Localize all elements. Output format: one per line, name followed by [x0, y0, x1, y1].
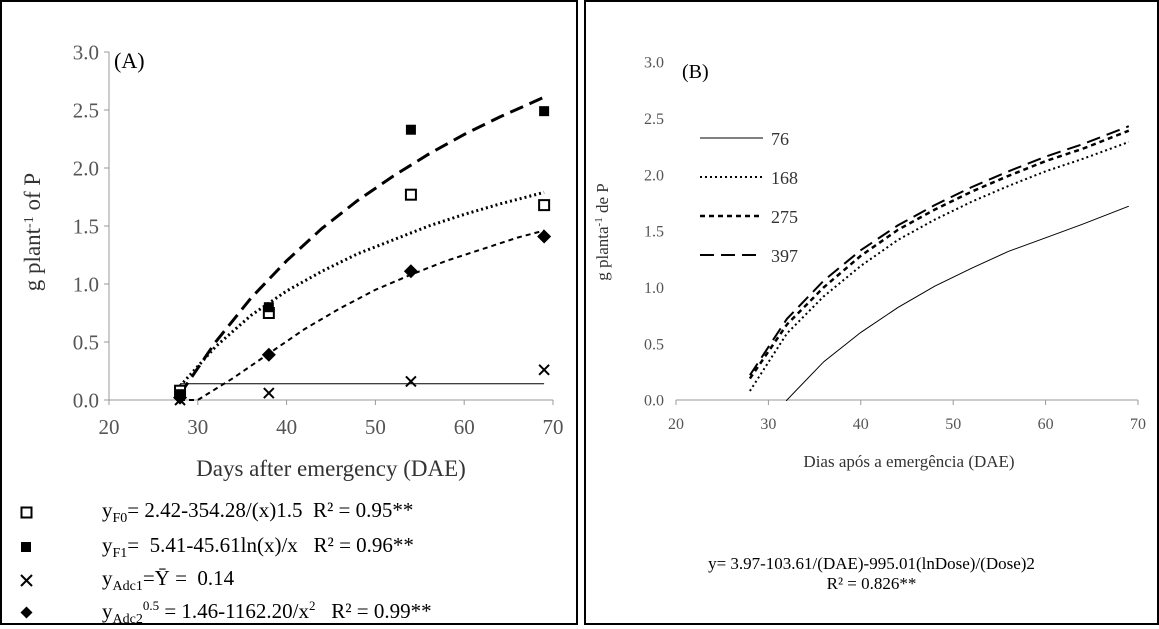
legend-label-397: 397	[771, 246, 798, 266]
panel-a: (A) Days after emergency (DAE) g plant-1…	[0, 0, 578, 627]
b-x-tick-label: 40	[853, 416, 869, 433]
filled-square-icon	[20, 541, 50, 555]
panel-label-b: (B)	[682, 61, 709, 83]
fit-line-yf0	[178, 190, 545, 388]
a-y-tick-label: 2.0	[73, 156, 99, 180]
x-axis-label-b: Dias após a emergência (DAE)	[803, 452, 1014, 471]
a-y-tick-label: 0.0	[73, 388, 99, 412]
b-x-tick-label: 30	[760, 416, 776, 433]
legend-row-yf1: yF1= 5.41-45.61ln(x)/x R² = 0.96**	[20, 533, 414, 562]
filled-diamond-icon	[20, 606, 50, 620]
point-yadc2	[537, 229, 552, 244]
point-yf0	[404, 188, 417, 201]
point-yadc2	[173, 390, 188, 405]
curve-dose-168	[749, 141, 1130, 392]
open-square-icon	[20, 506, 50, 520]
b-x-tick-label: 50	[945, 416, 961, 433]
b-y-tick-label: 2.5	[644, 111, 664, 128]
fit-line-yf1	[178, 95, 545, 396]
point-yf1	[263, 302, 274, 313]
curve-dose-397	[749, 125, 1130, 376]
equation-b: y= 3.97-103.61/(DAE)-995.01(lnDose)/(Dos…	[708, 554, 1035, 573]
b-x-tick-label: 20	[668, 416, 684, 433]
x-axis-label-a: Days after emergency (DAE)	[196, 456, 466, 481]
legend-row-yadc1: yAdc1=Ȳ = 0.14	[20, 566, 234, 595]
point-yadc2	[403, 264, 418, 279]
point-yf1	[405, 124, 416, 135]
a-y-tick-label: 2.5	[73, 98, 99, 122]
panel-b: (B) Dias após a emergência (DAE) g plant…	[584, 0, 1159, 625]
a-x-tick-label: 70	[543, 415, 564, 439]
a-x-tick-label: 30	[187, 415, 208, 439]
panel-label-a: (A)	[114, 48, 145, 73]
point-yf0	[538, 199, 551, 212]
point-yf1	[539, 106, 550, 117]
legend-row-yf0: yF0= 2.42-354.28/(x)1.5 R² = 0.95**	[20, 498, 413, 527]
point-yadc1	[263, 387, 275, 399]
curve-dose-76	[785, 205, 1129, 401]
b-y-tick-label: 2.0	[644, 167, 664, 184]
legend-b: 76 168 275 397	[700, 129, 798, 266]
a-x-tick-label: 20	[99, 415, 120, 439]
b-x-tick-label: 60	[1038, 416, 1054, 433]
y-axis-label-a: g plant-1 of P	[20, 173, 45, 291]
x-marker-icon	[20, 574, 50, 588]
a-y-tick-label: 0.5	[73, 330, 99, 354]
point-yadc1	[405, 375, 417, 388]
a-x-tick-label: 60	[454, 415, 475, 439]
chart-a: (A) Days after emergency (DAE) g plant-1…	[20, 40, 564, 481]
a-x-tick-label: 50	[365, 415, 386, 439]
curve-dose-275	[748, 129, 1130, 380]
point-yadc1	[538, 364, 550, 376]
legend-label-168: 168	[771, 168, 798, 188]
legend-label-76: 76	[771, 129, 789, 149]
a-y-tick-label: 1.5	[73, 214, 99, 238]
legend-label-275: 275	[771, 207, 798, 227]
a-y-tick-label: 1.0	[73, 272, 99, 296]
y-axis-label-b: g planta-1 de P	[593, 183, 612, 280]
fit-line-yadc2	[180, 229, 545, 401]
plot-area-a	[178, 95, 545, 401]
r-squared-b: R² = 0.826**	[826, 574, 917, 593]
point-yadc2	[261, 347, 276, 362]
plot-area-b	[748, 125, 1130, 401]
b-y-tick-label: 1.0	[644, 280, 664, 297]
b-y-tick-label: 0.0	[644, 393, 664, 410]
b-y-tick-label: 0.5	[644, 336, 664, 353]
legend-row-yadc2: yAdc20.5 = 1.46-1162.20/x2 R² = 0.99**	[20, 598, 432, 627]
b-x-tick-label: 70	[1130, 416, 1146, 433]
a-x-tick-label: 40	[276, 415, 297, 439]
b-y-tick-label: 3.0	[644, 55, 664, 72]
b-y-tick-label: 1.5	[644, 224, 664, 241]
chart-b: (B) Dias após a emergência (DAE) g plant…	[593, 55, 1146, 471]
a-y-tick-label: 3.0	[73, 40, 99, 64]
